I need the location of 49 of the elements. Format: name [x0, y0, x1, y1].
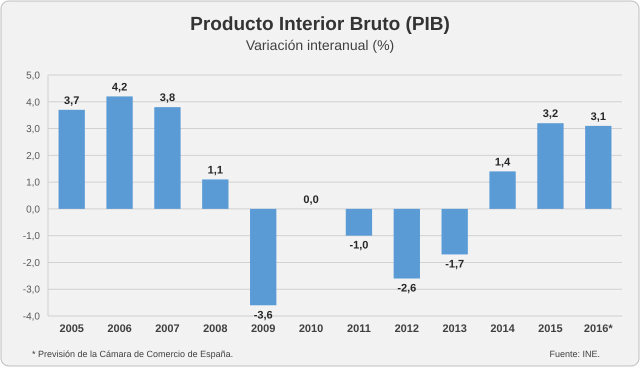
data-label: -1,0 [349, 240, 368, 252]
y-tick-label: -4,0 [22, 312, 40, 322]
text: * Previsión de la Cámara de Comercio de España. [32, 349, 234, 359]
data-label: 4,2 [112, 81, 128, 94]
x-tick-label: 2009 [250, 323, 276, 335]
x-tick-label: 2016* [584, 323, 614, 335]
data-label: -2,6 [397, 282, 416, 295]
x-tick-label: 2010 [298, 323, 324, 335]
y-tick-label: -3,0 [22, 284, 40, 296]
bar [442, 208, 468, 254]
y-tick-label: 3,0 [26, 124, 40, 136]
bar [346, 208, 372, 236]
y-tick-label: -2,0 [22, 258, 40, 269]
x-tick-label: 2014 [490, 323, 516, 335]
y-tick-label: 4,0 [26, 97, 40, 108]
bar [394, 208, 420, 279]
chart-subtitle: Variación interanual (%) [246, 37, 394, 53]
y-tick-label: 2,0 [26, 150, 40, 162]
x-tick-label: 2006 [107, 323, 132, 335]
x-tick-label: 2008 [203, 323, 228, 335]
bar [250, 208, 276, 306]
chart-title: Producto Interior Bruto (PIB) [190, 14, 450, 35]
data-label: -1,7 [445, 258, 464, 270]
data-label: 1,1 [208, 164, 223, 176]
bar [489, 171, 516, 209]
data-label: 3,1 [590, 110, 606, 123]
data-label: 1,4 [494, 156, 512, 168]
data-label: 3,2 [542, 108, 558, 120]
x-tick-label: 2012 [394, 323, 420, 335]
data-label: 3,7 [64, 94, 80, 107]
x-tick-label: 2015 [538, 323, 563, 335]
data-label: 3,8 [160, 92, 176, 104]
x-tick-label: 2013 [442, 323, 467, 335]
source-note: Fuente: INE. [549, 349, 600, 359]
y-tick-label: 5,0 [26, 70, 40, 82]
bar [154, 107, 181, 209]
bar [202, 179, 228, 209]
x-tick-label: 2005 [59, 323, 84, 335]
data-label: -3,6 [254, 309, 273, 322]
bar [537, 123, 564, 209]
x-tick-label: 2011 [347, 323, 371, 335]
bar [106, 96, 133, 209]
x-tick-label: 2007 [155, 323, 180, 335]
y-tick-label: -1,0 [22, 231, 40, 242]
bar [58, 110, 85, 209]
bar [585, 126, 612, 209]
y-tick-label: 0,0 [26, 204, 40, 216]
y-tick-label: 1,0 [26, 178, 40, 189]
data-label: 0,0 [303, 194, 319, 206]
